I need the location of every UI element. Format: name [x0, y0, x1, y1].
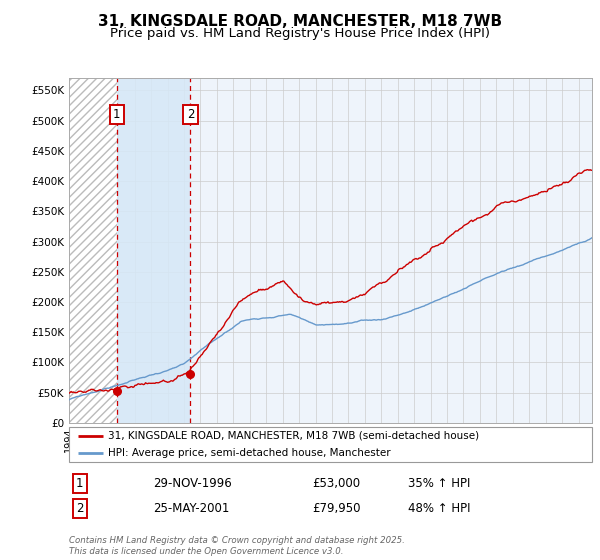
- Text: £79,950: £79,950: [312, 502, 361, 515]
- Text: 31, KINGSDALE ROAD, MANCHESTER, M18 7WB (semi-detached house): 31, KINGSDALE ROAD, MANCHESTER, M18 7WB …: [108, 431, 479, 441]
- Bar: [117, 78, 190, 423]
- FancyBboxPatch shape: [69, 427, 592, 462]
- Text: 29-NOV-1996: 29-NOV-1996: [153, 477, 232, 490]
- Text: 25-MAY-2001: 25-MAY-2001: [153, 502, 229, 515]
- Text: 1: 1: [113, 108, 121, 121]
- Text: 2: 2: [76, 502, 83, 515]
- Text: HPI: Average price, semi-detached house, Manchester: HPI: Average price, semi-detached house,…: [108, 449, 391, 458]
- Text: 31, KINGSDALE ROAD, MANCHESTER, M18 7WB: 31, KINGSDALE ROAD, MANCHESTER, M18 7WB: [98, 14, 502, 29]
- Text: 48% ↑ HPI: 48% ↑ HPI: [408, 502, 470, 515]
- Bar: [69, 78, 117, 423]
- Text: Price paid vs. HM Land Registry's House Price Index (HPI): Price paid vs. HM Land Registry's House …: [110, 27, 490, 40]
- Text: 2: 2: [187, 108, 194, 121]
- Text: 35% ↑ HPI: 35% ↑ HPI: [408, 477, 470, 490]
- Text: Contains HM Land Registry data © Crown copyright and database right 2025.
This d: Contains HM Land Registry data © Crown c…: [69, 536, 405, 556]
- Text: 1: 1: [76, 477, 83, 490]
- Text: £53,000: £53,000: [312, 477, 360, 490]
